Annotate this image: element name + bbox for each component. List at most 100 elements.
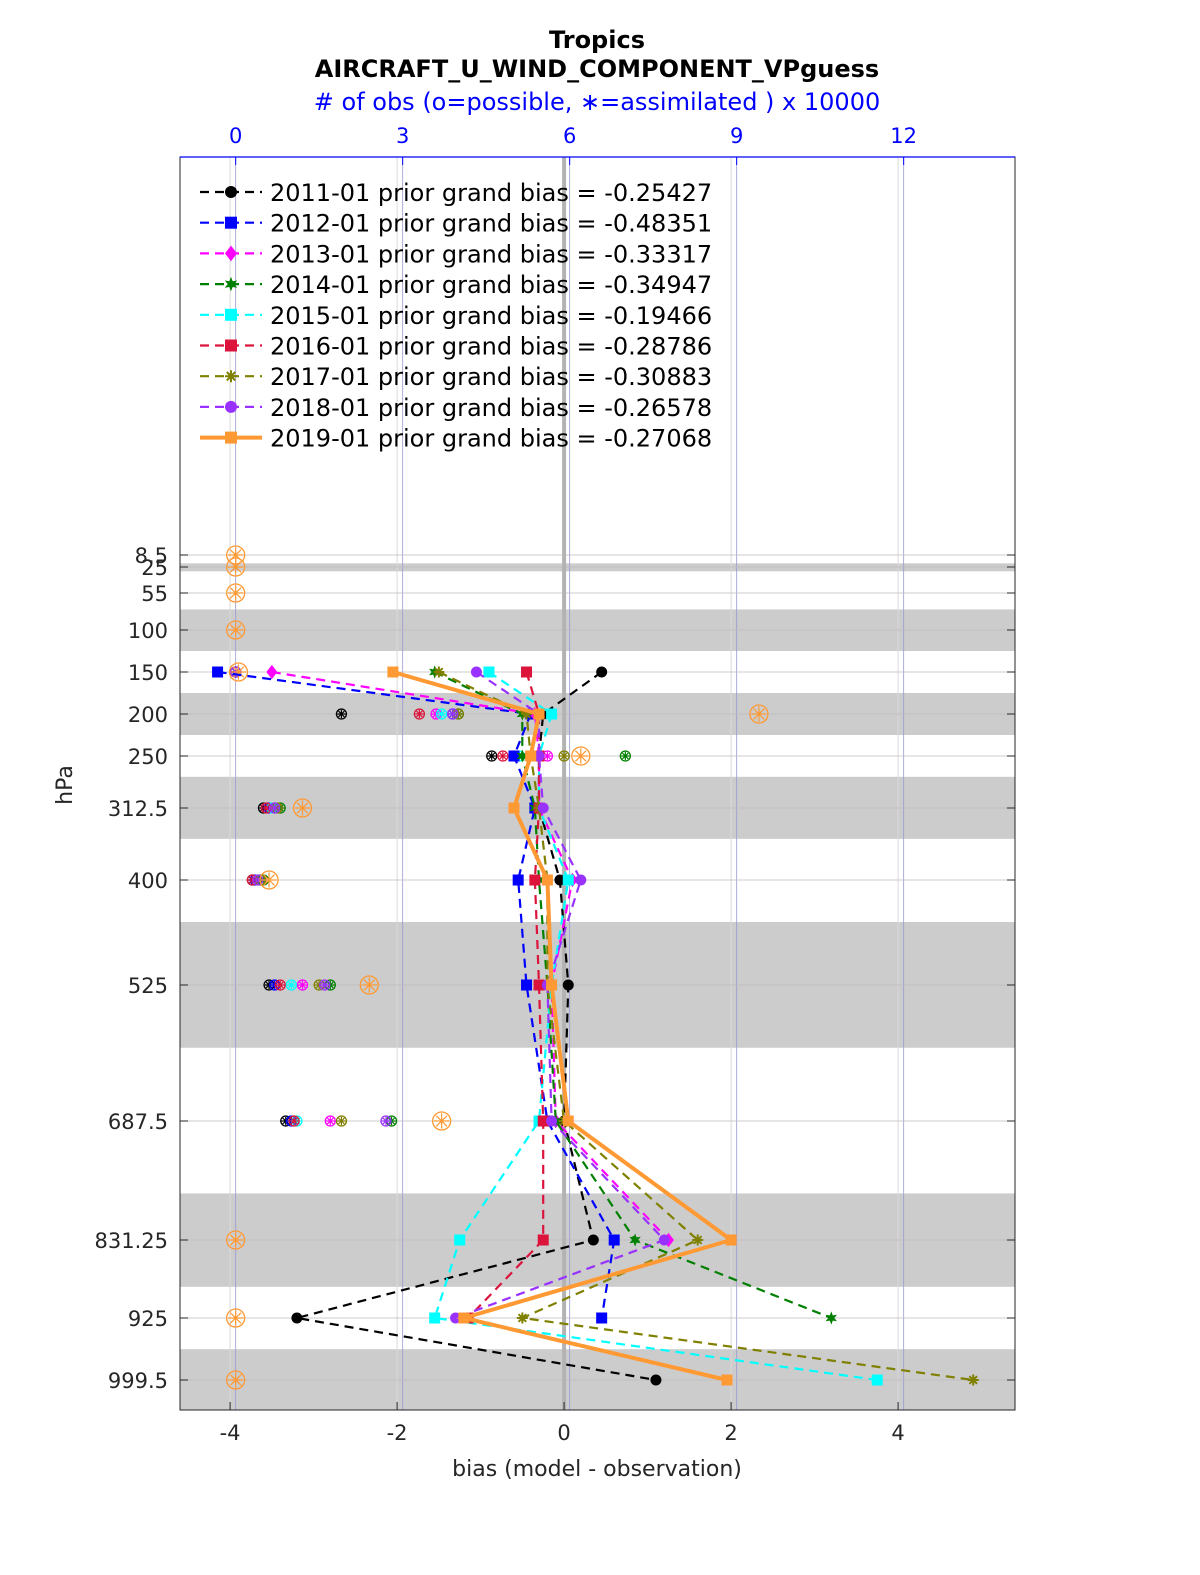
obs-assimilated-8-9 [361,977,377,993]
obs-assimilated-8-6 [573,748,589,764]
top-tick-label-0: 0 [229,124,242,148]
series-point-1-7 [608,1234,620,1246]
obs-assimilated-7-5 [320,980,329,990]
y-tick-label-6: 250 [128,745,168,769]
series-point-1-4 [512,874,524,886]
y-tick-label-0: 8.5 [135,544,168,568]
obs-assimilated-2-5 [298,980,307,990]
top-axis-ticks: 0 3 6 9 12 [229,124,917,165]
top-tick-label-4: 12 [890,124,917,148]
series-point-5-4 [529,874,541,886]
chart-subtitle: AIRCRAFT_U_WIND_COMPONENT_VPguess [315,55,879,83]
obs-possible-4-1 [435,708,448,720]
series-line-8 [392,670,736,1382]
series-point-8-2 [525,750,537,762]
series-point-0-9 [650,1374,662,1386]
obs-possible-7-6 [380,1115,392,1127]
legend-label-8: 2019-01 prior grand bias = -0.27068 [270,425,712,453]
legend-marker-5 [225,339,237,352]
obs-possible-8-8 [259,870,279,890]
series-point-7-2 [533,750,545,762]
series-line-1 [217,670,616,1319]
y-tick-label-7: 312.5 [108,797,168,821]
legend-marker-3 [224,276,238,292]
legend-marker-0 [225,186,237,198]
obs-assimilated-3-2 [621,751,630,761]
series-point-3-2 [516,749,529,763]
x-tick-label-4: 4 [891,1421,904,1445]
y-tick-label-9: 525 [128,974,168,998]
obs-assimilated-7-6 [381,1116,391,1126]
top-tick-label-3: 9 [730,124,743,148]
obs-possible-2-5 [296,979,309,991]
obs-assimilated-7-1 [448,709,458,719]
legend-label-5: 2016-01 prior grand bias = -0.28786 [270,333,712,361]
obs-possible-7-1 [447,708,459,720]
y-tick-label-13: 999.5 [108,1369,168,1393]
series-point-5-6 [537,1115,549,1127]
series-point-8-4 [541,874,553,886]
series-point-6-8 [516,1312,528,1324]
obs-assimilated-5-5 [275,980,285,990]
obs-assimilated-8-4 [230,664,247,680]
series-point-5-7 [537,1234,549,1246]
obs-possible-2-6 [324,1115,336,1127]
series-point-7-3 [537,802,549,814]
obs-possible-5-5 [274,979,286,991]
legend-label-7: 2018-01 prior grand bias = -0.26578 [270,394,712,422]
series-point-0-4 [554,874,566,886]
y-tick-label-12: 925 [128,1307,168,1331]
y-tick-label-3: 100 [128,619,168,643]
obs-assimilated-5-6 [289,1116,299,1126]
series-point-0-5 [562,979,574,991]
top-tick-label-1: 3 [396,124,409,148]
y-axis-label: hPa [53,765,78,805]
series-point-7-6 [546,1115,558,1127]
legend-label-4: 2015-01 prior grand bias = -0.19466 [270,302,712,330]
series-point-8-5 [546,979,558,991]
legend-marker-4 [225,308,237,321]
series-point-2-0 [266,664,278,680]
obs-assimilated-8-7 [294,800,311,816]
series-line-4 [433,671,878,1382]
series-point-3-8 [825,1311,837,1325]
obs-assimilated-8-11 [228,1232,244,1248]
legend-label-0: 2011-01 prior grand bias = -0.25427 [270,179,712,207]
obs-assimilated-4-1 [437,709,446,719]
obs-assimilated-4-5 [287,980,296,990]
chart-title: Tropics [549,26,645,54]
series-point-1-0 [212,666,224,678]
obs-assimilated-7-3 [270,803,279,813]
obs-possible-8-10 [431,1111,452,1131]
x-tick-label-2: 0 [557,1421,570,1445]
series-point-8-1 [533,708,545,720]
series-point-0-7 [587,1234,599,1246]
obs-assimilated-5-1 [415,709,424,719]
x-tick-label-1: -2 [387,1421,408,1445]
y-tick-label-1: 25 [141,556,168,580]
series-point-4-0 [483,666,495,678]
legend-marker-1 [225,216,237,229]
series-point-8-8 [458,1312,470,1324]
series-line-7 [455,671,667,1320]
obs-possible-8-13 [226,1370,246,1390]
obs-possible-7-3 [268,802,281,814]
obs-assimilated-8-5 [751,706,767,722]
series-point-8-0 [387,666,399,678]
series-point-8-7 [725,1234,737,1246]
series-line-6 [438,671,974,1382]
series-point-1-5 [521,979,533,991]
series-point-1-8 [596,1312,608,1324]
obs-assimilated-8-3 [228,622,244,638]
legend-marker-7 [225,400,237,413]
obs-assimilated-8-2 [228,585,244,601]
y-tick-label-8: 400 [128,869,168,893]
y-tick-label-10: 687.5 [108,1110,168,1134]
obs-possible-8-1 [226,557,246,577]
obs-possible-6-6 [335,1115,348,1127]
obs-assimilated-8-10 [433,1113,450,1129]
series-point-4-4 [562,874,574,886]
series-line-3 [434,671,832,1320]
x-tick-label-3: 2 [724,1421,737,1445]
